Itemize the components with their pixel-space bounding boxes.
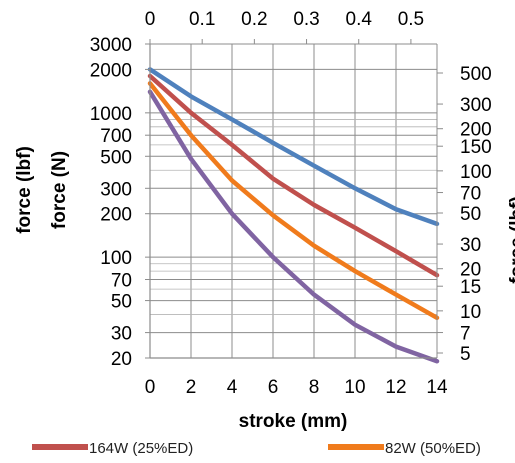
y-left-tick-label: 500	[100, 147, 132, 168]
y-left-tick-label: 30	[111, 324, 132, 345]
y-right-tick-label: 20	[460, 260, 481, 281]
y-right-tick-label: 50	[460, 204, 481, 225]
y-left-tick-label: 2000	[90, 60, 132, 81]
series-line-3	[147, 81, 440, 321]
x-tick-label: 8	[309, 377, 320, 398]
x-tick-label: 14	[426, 377, 448, 398]
y-right-tick-label: 500	[460, 64, 492, 85]
y-right-tick-label: 300	[460, 95, 492, 116]
y-left-tick-label: 700	[100, 126, 132, 147]
legend-label-164w: 164W (25%ED)	[89, 440, 193, 457]
x-tick-label: 12	[385, 377, 406, 398]
y-right-tick-label: 15	[460, 277, 481, 298]
y-axis-title-left: force (N)	[49, 151, 70, 229]
y-right-tick-label: 70	[460, 184, 481, 205]
y-right-tick-label: 150	[460, 137, 492, 158]
y-right-tick-label: 5	[460, 344, 471, 365]
y-right-tick-label: 100	[460, 162, 492, 183]
series-lines	[147, 67, 440, 364]
tick-labels: 0 2 4 6 8 10 12 140 0.1 0.2 0.3 0.4 0.52030507010020…	[90, 9, 492, 398]
y-left-tick-label: 300	[100, 179, 132, 200]
y-left-tick-label: 100	[100, 248, 132, 269]
gridlines	[149, 43, 438, 359]
y-axis-title-left-outer: force (lbf)	[14, 146, 35, 234]
series-line-4	[147, 89, 440, 364]
x-tick-label: 6	[268, 377, 279, 398]
legend-label-82w: 82W (50%ED)	[385, 440, 481, 457]
y-left-tick-label: 70	[111, 270, 132, 291]
x-tick-label: 0	[145, 377, 156, 398]
x-top-tick-label: 0.2	[241, 9, 267, 30]
x-top-tick-label: 0.4	[346, 9, 373, 30]
series-line-2	[147, 73, 440, 278]
x-top-tick-label: 0	[145, 9, 156, 30]
x-top-tick-label: 0.1	[189, 9, 215, 30]
y-right-tick-label: 10	[460, 302, 481, 323]
x-tick-label: 4	[227, 377, 238, 398]
y-right-tick-label: 200	[460, 120, 492, 141]
axes	[145, 39, 443, 359]
y-axis-title-right: force (lbf)	[507, 196, 515, 284]
legend: 164W (25%ED) 82W (50%ED)	[32, 440, 481, 457]
y-left-tick-label: 20	[111, 349, 132, 370]
y-left-tick-label: 200	[100, 205, 132, 226]
x-top-tick-label: 0.3	[293, 9, 319, 30]
y-right-tick-label: 30	[460, 235, 481, 256]
x-tick-label: 2	[186, 377, 197, 398]
y-left-tick-label: 3000	[90, 35, 132, 56]
x-axis-title: stroke (mm)	[239, 411, 348, 432]
y-left-tick-label: 50	[111, 292, 132, 313]
series-line-1	[147, 67, 440, 227]
y-left-tick-label: 1000	[90, 104, 132, 125]
x-top-tick-label: 0.5	[398, 9, 424, 30]
y-right-tick-label: 7	[460, 324, 471, 345]
x-tick-label: 10	[344, 377, 365, 398]
